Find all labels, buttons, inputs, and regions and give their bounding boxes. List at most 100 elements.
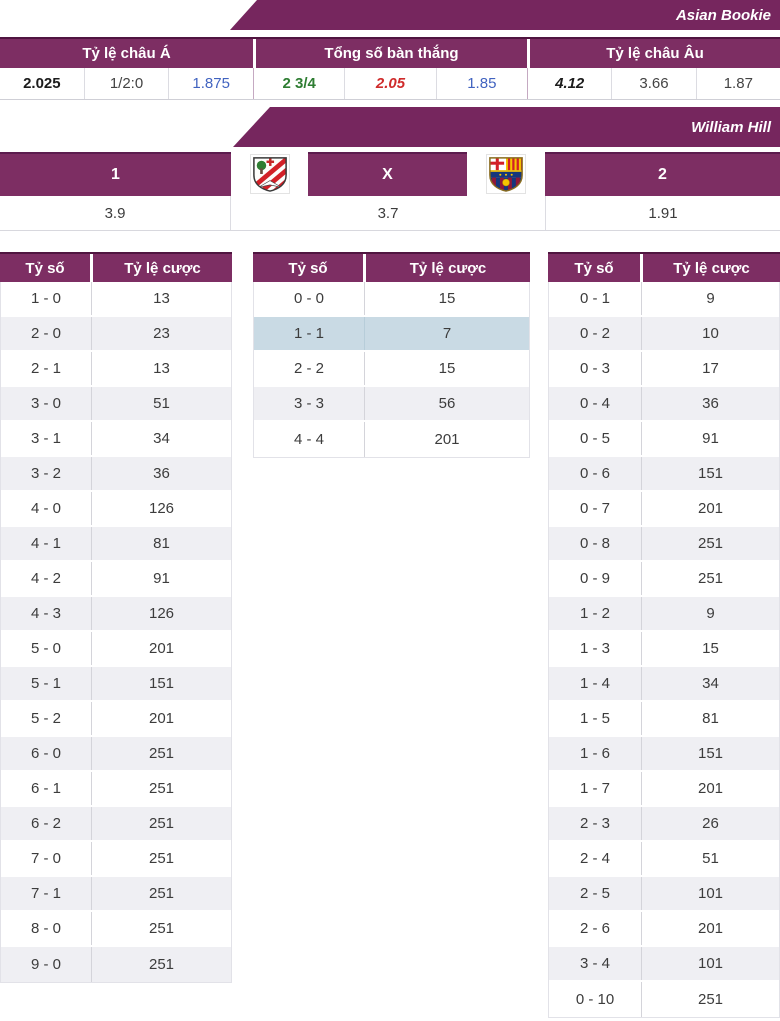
odds-cell: 201 xyxy=(364,422,529,457)
outcome-away-label: 2 xyxy=(545,152,780,196)
asian-odds-header-row: Tỷ lệ châu Á Tổng số bàn thắng Tỷ lệ châ… xyxy=(0,37,780,68)
match-outcome-row: 1 xyxy=(0,152,780,196)
odds-cell: 36 xyxy=(91,457,231,490)
draw-score-table-header: Tỷ số Tỷ lệ cược xyxy=(253,252,530,282)
score-row[interactable]: 4 - 3 126 xyxy=(1,597,231,632)
score-row[interactable]: 6 - 2 251 xyxy=(1,807,231,842)
draw-score-table-body: 0 - 0 15 1 - 1 7 2 - 2 15 3 - 3 56 4 - 4 201 xyxy=(253,282,530,458)
odds-cell: 56 xyxy=(364,387,529,420)
score-row[interactable]: 0 - 8 251 xyxy=(549,527,779,562)
score-row[interactable]: 1 - 7 201 xyxy=(549,772,779,807)
score-row[interactable]: 0 - 6 151 xyxy=(549,457,779,492)
score-cell: 1 - 4 xyxy=(579,675,610,692)
score-row[interactable]: 0 - 10 251 xyxy=(549,982,779,1017)
odds-cell: 36 xyxy=(641,387,779,420)
score-row[interactable]: 0 - 9 251 xyxy=(549,562,779,597)
european-odds-header: Tỷ lệ châu Âu xyxy=(527,39,780,68)
odds-cell: 9 xyxy=(641,282,779,315)
home-score-table-body: 1 - 0 13 2 - 0 23 2 - 1 13 3 - 0 51 3 - 1 34 3 - 2… xyxy=(0,282,232,983)
odds-cell: 23 xyxy=(91,317,231,350)
score-row[interactable]: 1 - 1 7 xyxy=(254,317,529,352)
home-score-table-header: Tỷ số Tỷ lệ cược xyxy=(0,252,232,282)
odds-cell: 201 xyxy=(91,632,231,665)
odds-cell: 26 xyxy=(641,807,779,840)
score-row[interactable]: 1 - 3 15 xyxy=(549,632,779,667)
european-odds-group: 4.12 3.66 1.87 xyxy=(527,68,780,99)
score-cell: 6 - 2 xyxy=(30,815,61,832)
score-row[interactable]: 5 - 0 201 xyxy=(1,632,231,667)
score-cell: 2 - 0 xyxy=(30,325,61,342)
asian-handicap-header: Tỷ lệ châu Á xyxy=(82,45,171,62)
score-row[interactable]: 6 - 0 251 xyxy=(1,737,231,772)
score-cell: 5 - 1 xyxy=(30,675,61,692)
score-cell: 2 - 3 xyxy=(579,815,610,832)
score-row[interactable]: 3 - 2 36 xyxy=(1,457,231,492)
odds-cell: 251 xyxy=(641,562,779,595)
odds-cell: 17 xyxy=(641,352,779,385)
score-row[interactable]: 1 - 0 13 xyxy=(1,282,231,317)
odds-cell: 151 xyxy=(91,667,231,700)
score-row[interactable]: 2 - 3 26 xyxy=(549,807,779,842)
score-row[interactable]: 2 - 2 15 xyxy=(254,352,529,387)
score-cell: 1 - 7 xyxy=(579,780,610,797)
score-row[interactable]: 5 - 1 151 xyxy=(1,667,231,702)
score-row[interactable]: 4 - 2 91 xyxy=(1,562,231,597)
score-row[interactable]: 3 - 1 34 xyxy=(1,422,231,457)
score-cell: 7 - 1 xyxy=(30,885,61,902)
score-row[interactable]: 0 - 1 9 xyxy=(549,282,779,317)
score-cell: 0 - 3 xyxy=(579,360,610,377)
score-row[interactable]: 0 - 5 91 xyxy=(549,422,779,457)
score-row[interactable]: 2 - 6 201 xyxy=(549,912,779,947)
score-row[interactable]: 8 - 0 251 xyxy=(1,912,231,947)
score-row[interactable]: 9 - 0 251 xyxy=(1,947,231,982)
odds-cell: 13 xyxy=(91,352,231,385)
score-row[interactable]: 1 - 5 81 xyxy=(549,702,779,737)
score-row[interactable]: 2 - 1 13 xyxy=(1,352,231,387)
home-team-logo-cell xyxy=(231,152,308,196)
score-row[interactable]: 6 - 1 251 xyxy=(1,772,231,807)
score-cell: 1 - 2 xyxy=(579,605,610,622)
total-over-odds: 2.05 xyxy=(344,68,435,99)
barcelona-crest-icon xyxy=(486,154,526,194)
score-cell: 0 - 7 xyxy=(579,500,610,517)
score-cell: 5 - 0 xyxy=(30,640,61,657)
odds-cell: 101 xyxy=(641,877,779,910)
odds-cell: 10 xyxy=(641,317,779,350)
asian-odds-value-row: 2.025 1/2:0 1.875 2 3/4 2.05 1.85 4.12 3… xyxy=(0,68,780,100)
score-row[interactable]: 4 - 0 126 xyxy=(1,492,231,527)
odds-cell: 251 xyxy=(91,842,231,875)
score-cell: 1 - 3 xyxy=(579,640,610,657)
score-row[interactable]: 1 - 6 151 xyxy=(549,737,779,772)
score-row[interactable]: 2 - 0 23 xyxy=(1,317,231,352)
score-row[interactable]: 3 - 0 51 xyxy=(1,387,231,422)
away-win-odds-value: 1.91 xyxy=(545,196,780,230)
score-row[interactable]: 2 - 5 101 xyxy=(549,877,779,912)
score-row[interactable]: 1 - 4 34 xyxy=(549,667,779,702)
score-row[interactable]: 7 - 0 251 xyxy=(1,842,231,877)
score-row[interactable]: 4 - 1 81 xyxy=(1,527,231,562)
handicap-away-odds: 1.875 xyxy=(168,68,253,99)
score-row[interactable]: 0 - 2 10 xyxy=(549,317,779,352)
score-row[interactable]: 4 - 4 201 xyxy=(254,422,529,457)
outcome-draw-label: X xyxy=(308,152,467,196)
score-cell: 0 - 6 xyxy=(579,465,610,482)
score-row[interactable]: 1 - 2 9 xyxy=(549,597,779,632)
score-row[interactable]: 3 - 3 56 xyxy=(254,387,529,422)
score-row[interactable]: 0 - 7 201 xyxy=(549,492,779,527)
score-cell: 0 - 9 xyxy=(579,570,610,587)
odds-cell: 101 xyxy=(641,947,779,980)
odds-cell: 51 xyxy=(91,387,231,420)
odds-cell: 251 xyxy=(91,947,231,982)
score-row[interactable]: 7 - 1 251 xyxy=(1,877,231,912)
score-row[interactable]: 2 - 4 51 xyxy=(549,842,779,877)
odds-cell: 201 xyxy=(91,702,231,735)
score-row[interactable]: 0 - 3 17 xyxy=(549,352,779,387)
score-row[interactable]: 0 - 4 36 xyxy=(549,387,779,422)
score-cell: 1 - 6 xyxy=(579,745,610,762)
score-row[interactable]: 5 - 2 201 xyxy=(1,702,231,737)
total-goals-group: 2 3/4 2.05 1.85 xyxy=(253,68,527,99)
score-row[interactable]: 0 - 0 15 xyxy=(254,282,529,317)
home-win-score-table: Tỷ số Tỷ lệ cược 1 - 0 13 2 - 0 23 2 - 1 13 3 … xyxy=(0,252,232,983)
score-row[interactable]: 3 - 4 101 xyxy=(549,947,779,982)
score-cell: 1 - 0 xyxy=(30,290,61,307)
